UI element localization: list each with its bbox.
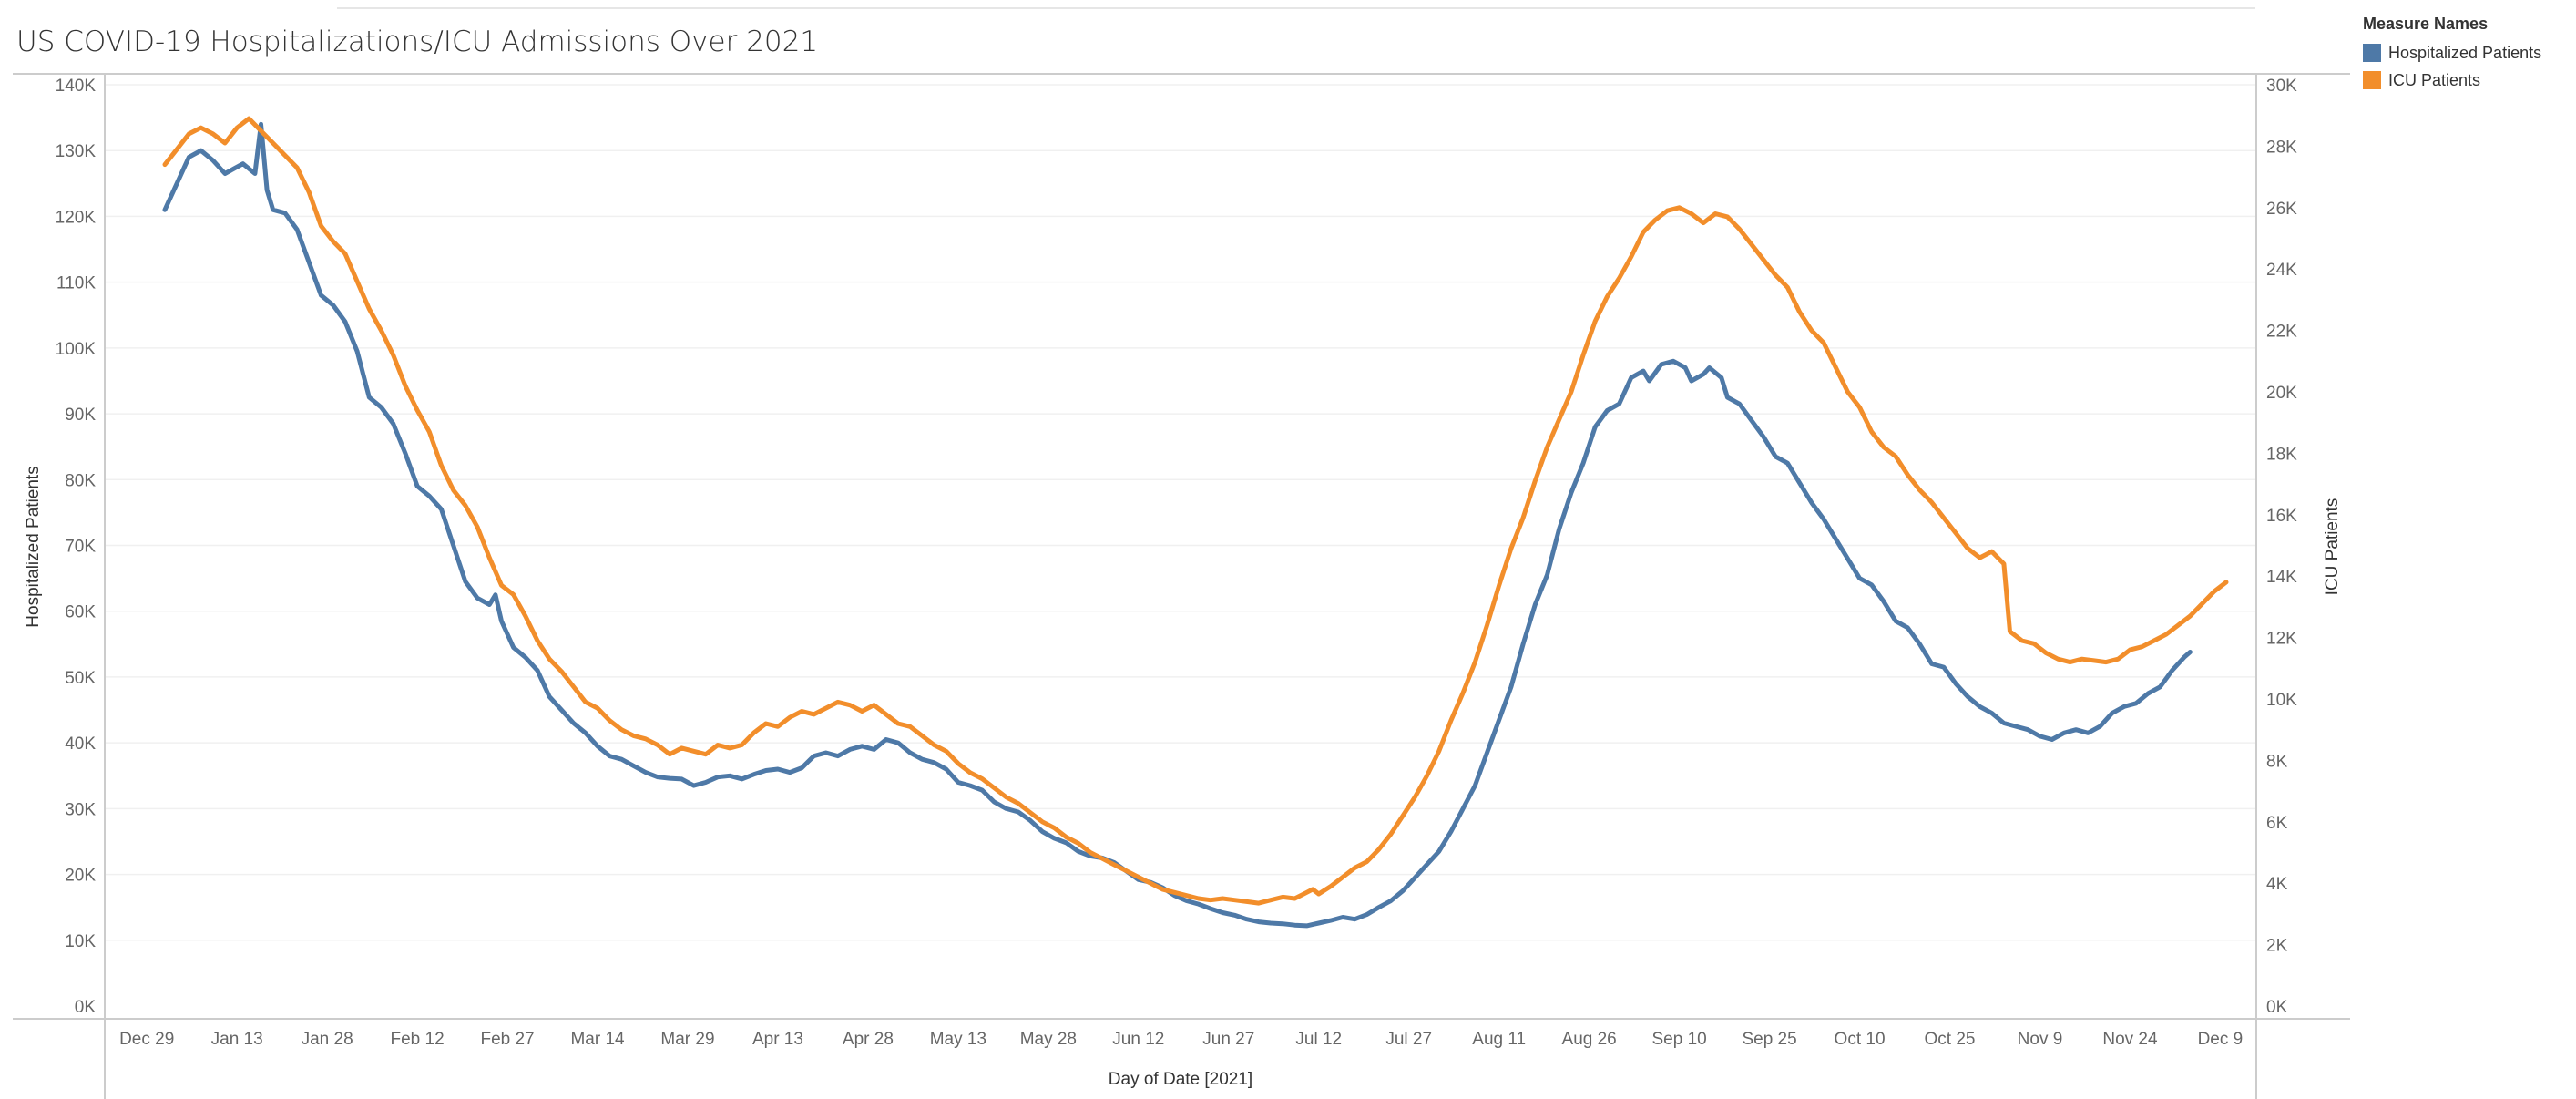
y-left-tick-label: 30K: [65, 800, 96, 819]
x-tick-label: Oct 25: [1925, 1030, 1976, 1049]
series-line-hospitalized[interactable]: [162, 121, 2193, 929]
x-axis-ticks: Dec 29 Jan 13 Jan 28 Feb 12 Feb 27 Mar 14 Mar …: [119, 1030, 2243, 1049]
x-tick-label: Aug 26: [1562, 1030, 1617, 1049]
x-tick-label: Aug 11: [1472, 1030, 1526, 1049]
y-right-tick-label: 26K: [2266, 200, 2297, 219]
y-right-tick-label: 18K: [2266, 445, 2297, 464]
right-axis-ticks: 0K 2K 4K 6K 8K 10K 12K 14K 16K 18K 20K 22K 24K 26K 28K…: [2266, 77, 2297, 1017]
y-left-tick-label: 140K: [56, 77, 97, 96]
y-left-tick-label: 100K: [56, 340, 97, 359]
chart-frame: [13, 73, 2350, 1099]
x-tick-label: Jan 13: [211, 1030, 263, 1049]
x-tick-label: Oct 10: [1835, 1030, 1886, 1049]
y-right-tick-label: 22K: [2266, 323, 2297, 342]
y-left-tick-label: 110K: [56, 274, 96, 293]
y-right-tick-label: 4K: [2266, 875, 2288, 894]
x-tick-label: Jan 28: [302, 1030, 353, 1049]
chart-svg: 0K 10K 20K 30K 40K 50K 60K 70K 80K 90K 100K 110K 120…: [13, 7, 2350, 1099]
y-left-tick-label: 130K: [56, 142, 97, 161]
x-tick-label: Mar 14: [570, 1030, 625, 1049]
x-axis-title: Day of Date [2021]: [1109, 1070, 1252, 1089]
x-tick-label: Sep 25: [1742, 1030, 1796, 1049]
x-tick-label: Mar 29: [660, 1030, 714, 1049]
x-tick-label: Dec 9: [2198, 1030, 2244, 1049]
y-right-tick-label: 2K: [2266, 937, 2288, 956]
x-tick-label: Feb 12: [391, 1030, 445, 1049]
chart-title: US COVID-19 Hospitalizations/ICU Admissi…: [16, 26, 819, 58]
y-left-tick-label: 40K: [65, 734, 96, 754]
y-right-tick-label: 10K: [2266, 691, 2297, 710]
legend-item-icu[interactable]: ICU Patients: [2363, 67, 2541, 94]
x-tick-label: Feb 27: [480, 1030, 534, 1049]
y-left-tick-label: 80K: [65, 471, 96, 490]
series-lines: [162, 116, 2229, 929]
left-axis-ticks: 0K 10K 20K 30K 40K 50K 60K 70K 80K 90K 100K 110K 120…: [56, 77, 97, 1017]
y-left-tick-label: 120K: [56, 208, 97, 227]
y-right-tick-label: 24K: [2266, 261, 2297, 280]
gridlines: [105, 84, 2256, 941]
x-tick-label: Jul 27: [1385, 1030, 1432, 1049]
y-axis-title-left: Hospitalized Patients: [24, 466, 43, 627]
y-axis-title-right: ICU Patients: [2323, 498, 2342, 596]
y-right-tick-label: 20K: [2266, 384, 2297, 403]
series-line-icu[interactable]: [162, 116, 2229, 906]
x-tick-label: Jun 27: [1202, 1030, 1254, 1049]
x-tick-label: May 28: [1020, 1030, 1077, 1049]
x-tick-label: Apr 13: [752, 1030, 803, 1049]
x-tick-label: Apr 28: [843, 1030, 894, 1049]
y-right-tick-label: 12K: [2266, 630, 2297, 649]
y-right-tick-label: 28K: [2266, 138, 2297, 157]
legend-swatch-hospitalized: [2363, 44, 2381, 62]
legend-label-icu: ICU Patients: [2388, 70, 2481, 89]
x-tick-label: Jun 12: [1112, 1030, 1164, 1049]
y-left-tick-label: 20K: [65, 867, 96, 886]
y-left-tick-label: 0K: [75, 998, 97, 1017]
y-right-tick-label: 16K: [2266, 507, 2297, 526]
y-right-tick-label: 14K: [2266, 568, 2297, 587]
x-tick-label: May 13: [930, 1030, 986, 1049]
legend-title: Measure Names: [2363, 15, 2489, 33]
legend-label-hospitalized: Hospitalized Patients: [2388, 43, 2542, 62]
y-right-tick-label: 30K: [2266, 77, 2297, 96]
legend: Measure Names Hospitalized Patients ICU …: [2363, 15, 2541, 94]
y-left-tick-label: 90K: [65, 406, 96, 425]
x-tick-label: Jul 12: [1295, 1030, 1342, 1049]
legend-item-hospitalized[interactable]: Hospitalized Patients: [2363, 39, 2541, 67]
y-right-tick-label: 6K: [2266, 814, 2288, 833]
x-tick-label: Dec 29: [119, 1030, 174, 1049]
y-left-tick-label: 10K: [65, 932, 96, 951]
x-tick-label: Nov 24: [2102, 1030, 2158, 1049]
y-left-tick-label: 70K: [65, 538, 96, 557]
y-left-tick-label: 60K: [65, 603, 96, 622]
y-right-tick-label: 8K: [2266, 752, 2288, 771]
y-right-tick-label: 0K: [2266, 998, 2288, 1017]
legend-swatch-icu: [2363, 71, 2381, 89]
y-left-tick-label: 50K: [65, 669, 96, 688]
x-tick-label: Nov 9: [2018, 1030, 2063, 1049]
x-tick-label: Sep 10: [1651, 1030, 1706, 1049]
